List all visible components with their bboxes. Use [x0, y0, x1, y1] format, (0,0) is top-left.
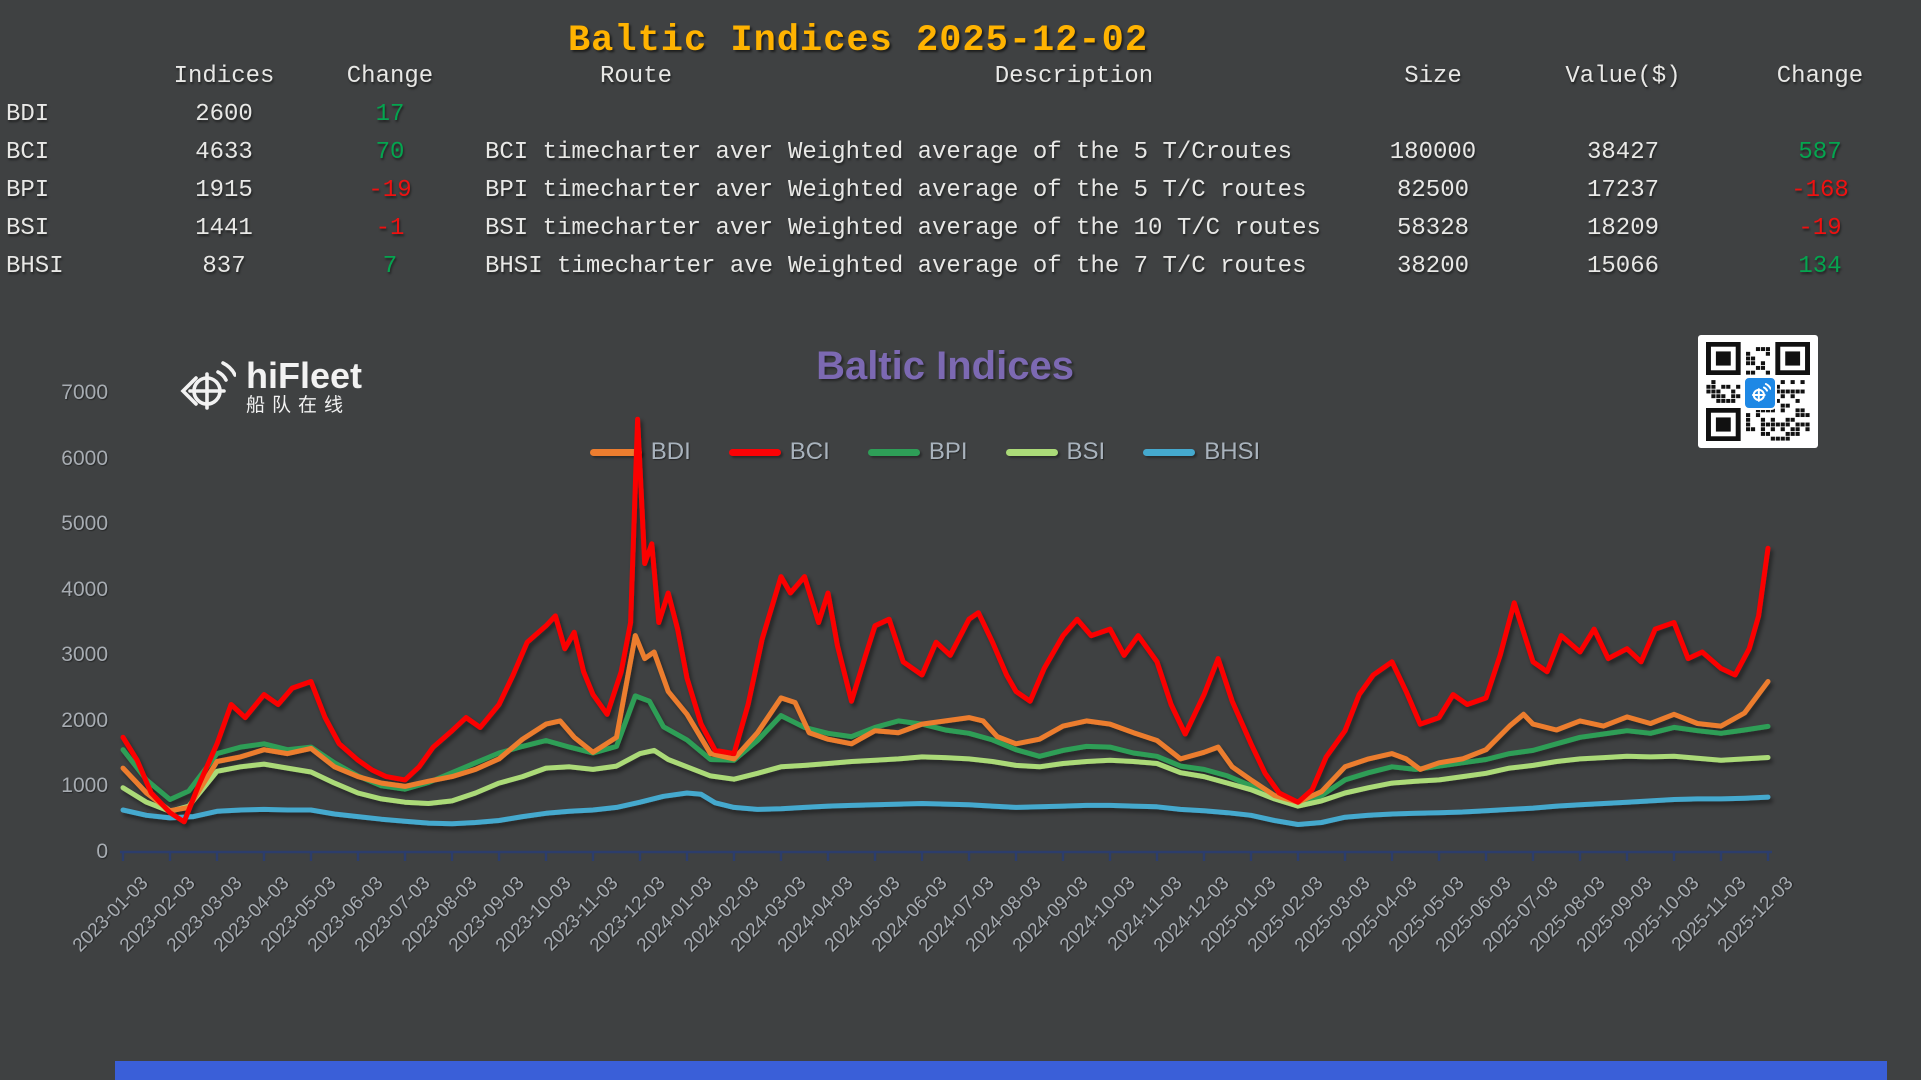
- cell-bci-change2: 587: [1798, 139, 1842, 166]
- column-header-change: Change: [1776, 63, 1864, 90]
- qr-center-icon: [1751, 382, 1771, 402]
- cell-bsi-description: Weighted average of the 10 T/C routes: [788, 215, 1321, 242]
- cell-bsi-size: 58328: [1396, 215, 1469, 242]
- column-header-description: Description: [994, 63, 1154, 90]
- legend-label: BSI: [1066, 438, 1106, 465]
- chart-legend: BDI BCI BPI BSI BHSI: [100, 438, 1750, 466]
- table-row-bpi: BPI 1915 -19 BPI timecharter aver Weighted a…: [0, 172, 1921, 210]
- qr-code: [1698, 335, 1818, 448]
- y-tick-label: 7000: [61, 381, 108, 404]
- cell-bpi-indices: 1915: [195, 177, 253, 204]
- hifleet-logo: hiFleet 船队在线: [180, 358, 362, 418]
- table-row-bdi: BDI 2600 17: [0, 96, 1921, 134]
- cell-bhsi-description: Weighted average of the 7 T/C routes: [788, 253, 1307, 280]
- cell-bpi-route: BPI timecharter aver: [485, 177, 774, 204]
- series-line-bdi: [120, 633, 1771, 814]
- column-header-size: Size: [1404, 63, 1462, 90]
- legend-label: BHSI: [1204, 438, 1261, 465]
- hifleet-logo-icon: [180, 361, 236, 410]
- cell-bhsi-value: 15066: [1586, 253, 1659, 280]
- cell-bci-name: BCI: [6, 139, 50, 166]
- cell-bsi-value: 18209: [1586, 215, 1659, 242]
- legend-label: BDI: [650, 438, 691, 465]
- legend-swatch-bpi: [867, 448, 920, 456]
- table-row-bhsi: BHSI 837 7 BHSI timecharter ave Weighted ave…: [0, 248, 1921, 286]
- table-row-bci: BCI 4633 70 BCI timecharter aver Weighted av…: [0, 134, 1921, 172]
- y-tick-label: 1000: [61, 774, 108, 798]
- cell-bci-value: 38427: [1586, 139, 1659, 166]
- cell-bhsi-route: BHSI timecharter ave: [485, 253, 774, 280]
- cell-bpi-change: -19: [368, 177, 412, 204]
- legend-swatch-bci: [728, 448, 781, 456]
- cell-bsi-change: -1: [375, 215, 405, 242]
- legend-item-bpi: BPI: [867, 438, 968, 466]
- cell-bci-indices: 4633: [195, 139, 253, 166]
- cell-bsi-name: BSI: [6, 215, 50, 242]
- y-tick-label: 0: [96, 840, 108, 863]
- qr-pattern: [1706, 342, 1810, 441]
- series-line-bci: [120, 416, 1771, 825]
- legend-swatch-bhsi: [1143, 448, 1196, 456]
- cell-bpi-value: 17237: [1586, 177, 1659, 204]
- cell-bci-route: BCI timecharter aver: [485, 139, 774, 166]
- table-row-bsi: BSI 1441 -1 BSI timecharter aver Weighted av…: [0, 210, 1921, 248]
- logo-text: hiFleet: [246, 355, 363, 396]
- legend-swatch-bdi: [589, 448, 642, 456]
- cell-bhsi-indices: 837: [202, 253, 246, 280]
- column-header-route: Route: [599, 63, 672, 90]
- cell-bsi-indices: 1441: [195, 215, 253, 242]
- y-tick-label: 3000: [61, 643, 108, 667]
- cell-bci-change: 70: [375, 139, 405, 166]
- y-tick-label: 4000: [61, 577, 108, 601]
- logo-subtext: 船队在线: [246, 395, 351, 416]
- cell-bpi-name: BPI: [6, 177, 50, 204]
- cell-bsi-route: BSI timecharter aver: [485, 215, 774, 242]
- y-tick-label: 5000: [61, 512, 108, 536]
- cell-bci-size: 180000: [1389, 139, 1477, 166]
- cell-bpi-change2: -168: [1791, 177, 1849, 204]
- chart-series: [120, 416, 1771, 827]
- cell-bhsi-name: BHSI: [6, 253, 64, 280]
- cell-bdi-name: BDI: [6, 101, 50, 128]
- legend-item-bhsi: BHSI: [1143, 438, 1260, 466]
- y-tick-label: 6000: [61, 446, 108, 470]
- cell-bdi-indices: 2600: [195, 101, 253, 128]
- qr-center-logo: [1743, 376, 1777, 410]
- cell-bhsi-size: 38200: [1396, 253, 1469, 280]
- cell-bhsi-change: 7: [382, 253, 398, 280]
- cell-bci-description: Weighted average of the 5 T/Croutes: [788, 139, 1293, 166]
- cell-bdi-change: 17: [375, 101, 405, 128]
- legend-label: BCI: [789, 438, 830, 465]
- legend-swatch-bsi: [1005, 448, 1058, 456]
- cell-bsi-change2: -19: [1798, 215, 1842, 242]
- table-header-row: Indices Change Route Description Size Value($…: [0, 58, 1921, 96]
- series-line-bhsi: [120, 790, 1771, 827]
- column-header-indices: Indices: [173, 63, 275, 90]
- legend-item-bdi: BDI: [589, 438, 691, 466]
- cell-bhsi-change2: 134: [1798, 253, 1842, 280]
- series-line-bpi: [120, 693, 1771, 806]
- cell-bpi-size: 82500: [1396, 177, 1469, 204]
- column-header-change: Change: [346, 63, 434, 90]
- x-axis: [120, 850, 1772, 861]
- series-line-bsi: [120, 747, 1771, 814]
- page-title: Baltic Indices 2025-12-02: [567, 20, 1149, 62]
- legend-item-bci: BCI: [728, 438, 830, 466]
- column-header-value: Value($): [1565, 63, 1681, 90]
- bottom-blue-bar: [115, 1061, 1887, 1080]
- legend-item-bsi: BSI: [1005, 438, 1106, 466]
- chart-title: Baltic Indices: [816, 344, 1074, 388]
- legend-label: BPI: [928, 438, 968, 465]
- cell-bpi-description: Weighted average of the 5 T/C routes: [788, 177, 1307, 204]
- y-tick-label: 2000: [61, 708, 108, 732]
